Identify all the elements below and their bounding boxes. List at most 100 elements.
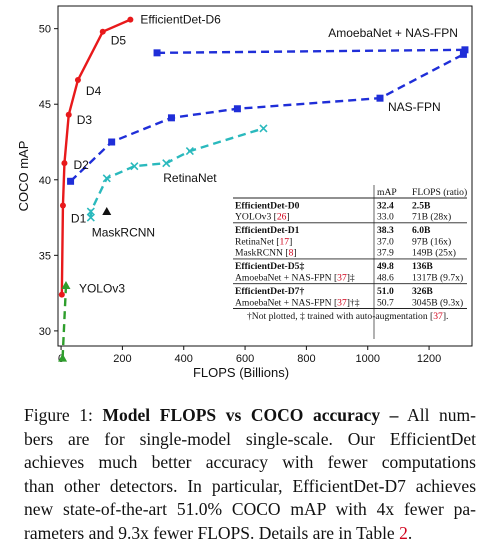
caption-text: Figure 1: bbox=[24, 405, 103, 425]
x-tick-label: 400 bbox=[175, 353, 193, 365]
cell-text: ] bbox=[286, 212, 289, 223]
square-marker bbox=[108, 138, 116, 146]
table-header-map: mAP bbox=[377, 187, 397, 198]
table-cell-flops: 71B (28x) bbox=[412, 212, 451, 223]
table-cell-map: 49.8 bbox=[377, 261, 394, 272]
triangle-marker bbox=[102, 207, 112, 216]
table-cell-map: 48.6 bbox=[377, 273, 394, 284]
point-labels: D5 EfficientDet-D6 D4 D3 D2 D1 AmoebaNet + NAS… bbox=[71, 13, 458, 296]
cell-text: YOLOv3 [ bbox=[235, 212, 277, 223]
citation-ref: 37 bbox=[337, 297, 347, 308]
point-label: D2 bbox=[73, 158, 89, 172]
x-marker bbox=[162, 159, 171, 168]
x-marker bbox=[130, 162, 139, 171]
table-cell-flops: 136B bbox=[412, 261, 433, 272]
x-tick-label: 1000 bbox=[355, 353, 379, 365]
series-amoebanet-nas-fpn bbox=[153, 46, 469, 57]
square-marker bbox=[167, 114, 175, 122]
cell-text: EfficientDet-D1 bbox=[235, 225, 300, 236]
y-axis-label: COCO mAP bbox=[16, 141, 31, 212]
caption-text: achieves much better accuracy with fewer… bbox=[24, 452, 476, 473]
table-cell-map: 32.4 bbox=[377, 200, 394, 211]
caption-text: new state-of-the-art 51.0% COCO mAP with… bbox=[24, 499, 476, 520]
point-label: AmoebaNet + NAS-FPN bbox=[328, 26, 458, 40]
point-label: MaskRCNN bbox=[92, 226, 155, 240]
square-marker bbox=[67, 177, 75, 185]
table-cell-map: 33.0 bbox=[377, 212, 394, 223]
table-model-name: EfficientDet-D7† bbox=[235, 286, 304, 297]
series-line bbox=[157, 48, 465, 55]
caption-table-ref[interactable]: 2 bbox=[399, 522, 408, 543]
x-tick-label: 200 bbox=[113, 353, 131, 365]
table-cell-flops: 2.5B bbox=[412, 200, 431, 211]
y-tick-label: 45 bbox=[39, 99, 51, 111]
cell-text: RetinaNet [ bbox=[235, 236, 280, 247]
cell-text: ]‡ bbox=[347, 273, 355, 284]
cell-text: EfficientDet-D0 bbox=[235, 200, 300, 211]
x-axis-label: FLOPS (Billions) bbox=[193, 365, 289, 380]
series-nas-fpn bbox=[67, 50, 467, 185]
point-label: YOLOv3 bbox=[79, 282, 125, 296]
square-marker bbox=[376, 94, 384, 102]
caption-line: rameters and 9.3x fewer FLOPS. Details a… bbox=[24, 522, 476, 546]
x-marker bbox=[185, 147, 194, 156]
caption-line: achieves much better accuracy with fewer… bbox=[24, 451, 476, 475]
point-label: EfficientDet-D6 bbox=[140, 13, 221, 27]
x-marker bbox=[86, 207, 95, 216]
y-tick-label: 30 bbox=[39, 326, 51, 338]
table-footnote: †Not plotted, ‡ trained with auto-augmen… bbox=[247, 311, 448, 322]
table-cell-flops: 6.0B bbox=[412, 225, 431, 236]
caption-text: than other detectors. In particular, Eff… bbox=[24, 475, 476, 496]
caption-line: than other detectors. In particular, Eff… bbox=[24, 475, 476, 499]
y-tick-label: 50 bbox=[39, 24, 51, 36]
y-tick-label: 40 bbox=[39, 175, 51, 187]
cell-text: AmoebaNet + NAS-FPN [ bbox=[235, 273, 337, 284]
caption-bold-title: Model FLOPS vs COCO accuracy – bbox=[102, 405, 399, 425]
citation-ref: 17 bbox=[280, 236, 290, 247]
series-layer bbox=[58, 16, 469, 362]
table-cell-map: 37.9 bbox=[377, 248, 394, 259]
table-model-name: EfficientDet-D5‡ bbox=[235, 261, 304, 272]
x-marker bbox=[86, 213, 95, 222]
plot-frame bbox=[57, 5, 473, 347]
citation-ref: 8 bbox=[289, 248, 294, 259]
square-marker bbox=[233, 105, 241, 113]
table-cell-flops: 149B (25x) bbox=[412, 248, 456, 259]
table-cell-map: 38.3 bbox=[377, 225, 394, 236]
x-tick-label: 800 bbox=[297, 353, 315, 365]
table-cell-flops: 97B (16x) bbox=[412, 236, 451, 247]
y-tick-label: 35 bbox=[39, 250, 51, 262]
square-marker bbox=[461, 46, 469, 54]
circle-marker bbox=[61, 160, 68, 167]
point-label: D1 bbox=[71, 211, 87, 225]
cell-text: MaskRCNN [ bbox=[235, 248, 289, 259]
series-maskrcnn bbox=[102, 207, 112, 216]
table-cell-flops: 1317B (9.7x) bbox=[412, 273, 463, 284]
table-model-name: EfficientDet-D1 bbox=[235, 225, 300, 236]
series-line bbox=[69, 53, 464, 183]
citation-ref: 37 bbox=[337, 273, 347, 284]
triangle-marker bbox=[61, 281, 71, 290]
triangle-marker bbox=[58, 353, 68, 362]
table-model-name: AmoebaNet + NAS-FPN [37]†‡ bbox=[235, 297, 360, 308]
table-model-name: RetinaNet [17] bbox=[235, 236, 292, 247]
caption-line: Figure 1: Model FLOPS vs COCO accuracy –… bbox=[24, 404, 476, 428]
table-model-name: YOLOv3 [26] bbox=[235, 212, 290, 223]
x-tick-label: 600 bbox=[236, 353, 254, 365]
cell-text: EfficientDet-D7† bbox=[235, 286, 304, 297]
inset-table: mAP FLOPS (ratio) EfficientDet-D0 32.4 2.5B Y… bbox=[231, 184, 470, 342]
figure-caption: Figure 1: Model FLOPS vs COCO accuracy –… bbox=[24, 404, 476, 546]
cell-text: ] bbox=[293, 248, 296, 259]
x-marker bbox=[259, 124, 268, 133]
caption-text: bers are for single-model single-scale. … bbox=[24, 428, 476, 449]
series-line bbox=[60, 18, 131, 295]
table-cell-map: 37.0 bbox=[377, 236, 394, 247]
circle-marker bbox=[58, 291, 65, 298]
table-model-name: EfficientDet-D0 bbox=[235, 200, 300, 211]
caption-text: All num- bbox=[398, 405, 476, 425]
point-label: D4 bbox=[86, 84, 102, 98]
citation-ref: 26 bbox=[277, 212, 287, 223]
table-background bbox=[231, 184, 470, 342]
cell-text: EfficientDet-D5‡ bbox=[235, 261, 304, 272]
circle-marker bbox=[65, 111, 72, 118]
